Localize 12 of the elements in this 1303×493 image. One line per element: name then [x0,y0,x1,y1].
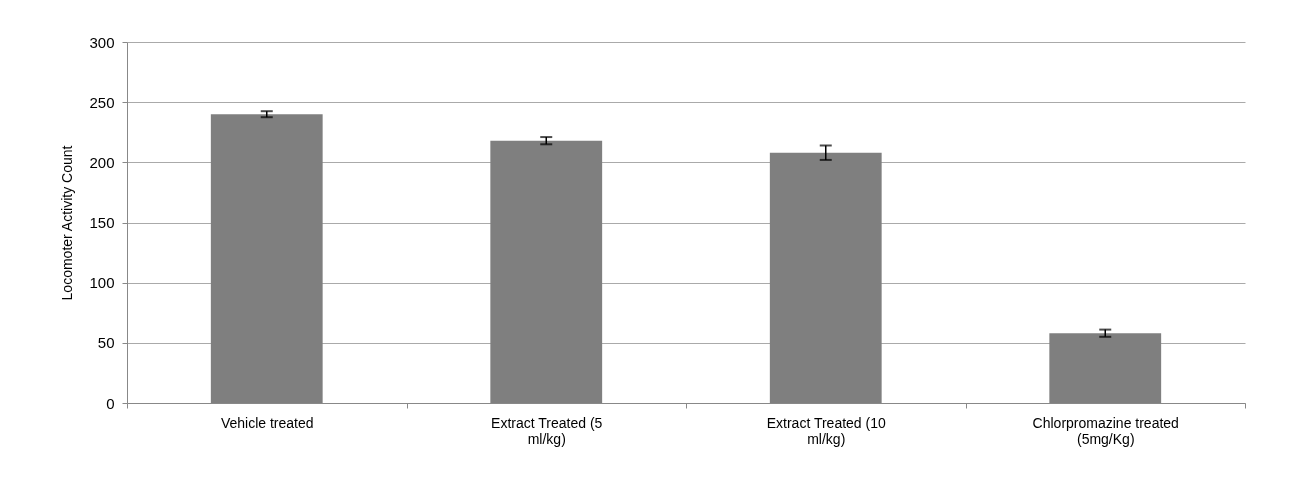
x-tick-label: Extract Treated (10 ml/kg) [766,414,886,447]
y-tick-label: 200 [89,153,115,171]
y-tick-label: 0 [106,394,115,412]
y-tick-label: 100 [89,274,115,292]
x-tick-label: Extract Treated (5 ml/kg) [491,414,603,447]
y-tick-label: 150 [89,214,115,231]
x-tick-label: Vehicle treated [220,414,314,431]
y-axis-title: Locomoter Activity Count [59,145,76,301]
y-tick-label: 50 [97,334,115,352]
y-tick-label: 250 [89,93,115,111]
x-tick-label: Chlorpromazine treated (5mg/Kg) [1032,414,1179,447]
y-tick-label: 300 [89,33,115,51]
